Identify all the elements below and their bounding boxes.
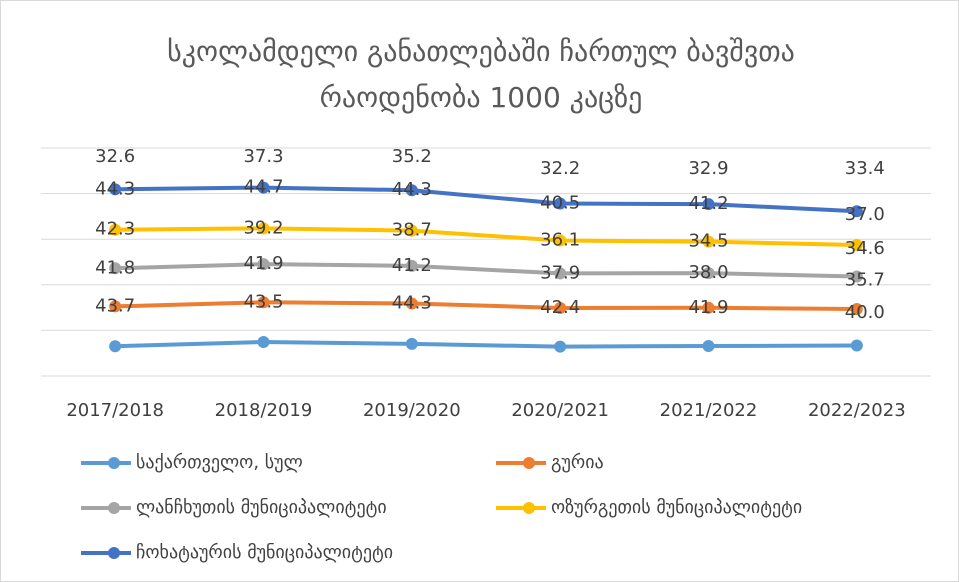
data-label: 34.6: [845, 238, 885, 259]
data-label: 34.5: [688, 231, 728, 252]
data-label: 40.5: [540, 193, 580, 214]
data-label: 36.1: [540, 229, 580, 250]
data-label: 43.5: [243, 291, 283, 312]
point: [405, 259, 418, 272]
series-line: [115, 300, 857, 312]
x-tick-label: 2017/2018: [66, 400, 164, 421]
data-label: 41.9: [688, 297, 728, 318]
point: [702, 198, 715, 211]
point: [702, 301, 715, 314]
data-label: 32.9: [688, 158, 728, 179]
point: [109, 183, 122, 196]
point: [109, 223, 122, 236]
point: [554, 301, 567, 314]
data-label: 41.8: [95, 257, 135, 278]
point: [554, 234, 567, 247]
legend-marker: [523, 502, 535, 514]
point: [702, 267, 715, 280]
point: [109, 262, 122, 275]
point: [257, 258, 270, 271]
point: [109, 340, 122, 353]
data-label: 44.3: [95, 178, 135, 199]
data-label: 35.7: [845, 270, 885, 291]
point: [257, 181, 270, 194]
data-label: 44.3: [392, 179, 432, 200]
legend-marker: [108, 457, 120, 469]
data-label: 37.9: [540, 262, 580, 283]
data-label: 44.3: [392, 292, 432, 313]
chart-title: სკოლამდელი განათლებაში ჩართულ ბავშვთა რა…: [167, 35, 795, 114]
point: [405, 297, 418, 310]
point: [405, 224, 418, 237]
point: [850, 238, 863, 251]
point: [702, 339, 715, 352]
x-tick-label: 2020/2021: [511, 400, 609, 421]
legend-label: გურია: [551, 452, 604, 473]
data-label: 39.2: [243, 217, 283, 238]
point: [554, 340, 567, 353]
point: [257, 222, 270, 235]
x-tick-label: 2021/2022: [660, 400, 758, 421]
data-label: 37.3: [243, 146, 283, 167]
point: [850, 205, 863, 218]
point: [702, 235, 715, 248]
data-label: 32.2: [540, 158, 580, 179]
legend-marker: [108, 502, 120, 514]
point: [109, 300, 122, 313]
x-tick-label: 2022/2023: [808, 400, 906, 421]
data-label: 41.9: [243, 253, 283, 274]
point: [850, 339, 863, 352]
data-label: 41.2: [688, 193, 728, 214]
legend-label: ოზურგეთის მუნიციპალიტეტი: [551, 497, 802, 518]
legend-marker: [523, 457, 535, 469]
data-label: 42.4: [540, 297, 580, 318]
point: [405, 184, 418, 197]
data-label: 38.7: [392, 220, 432, 241]
series-line: [115, 185, 857, 214]
legend-label: ლანჩხუთის მუნიციპალიტეტი: [136, 497, 387, 518]
data-label: 33.4: [845, 158, 885, 179]
point: [405, 337, 418, 350]
point: [257, 296, 270, 309]
data-label: 37.0: [845, 204, 885, 225]
point: [850, 303, 863, 316]
data-label: 43.7: [95, 295, 135, 316]
legend-label: ჩოხატაურის მუნიციპალიტეტი: [136, 542, 393, 563]
data-label: 32.6: [95, 146, 135, 167]
data-label: 41.2: [392, 255, 432, 276]
data-label: 38.0: [688, 262, 728, 283]
point: [257, 335, 270, 348]
series-line: [115, 262, 857, 279]
point: [850, 270, 863, 283]
legend-marker: [108, 547, 120, 559]
point: [554, 197, 567, 210]
x-tick-label: 2018/2019: [215, 400, 313, 421]
x-tick-label: 2019/2020: [363, 400, 461, 421]
data-label: 35.2: [392, 146, 432, 167]
data-label: 44.7: [243, 177, 283, 198]
series-line: [115, 226, 857, 247]
data-label: 42.3: [95, 219, 135, 240]
series-line: [115, 339, 857, 349]
data-label: 40.0: [845, 302, 885, 323]
legend-label: საქართველო, სულ: [136, 452, 303, 473]
point: [554, 267, 567, 280]
